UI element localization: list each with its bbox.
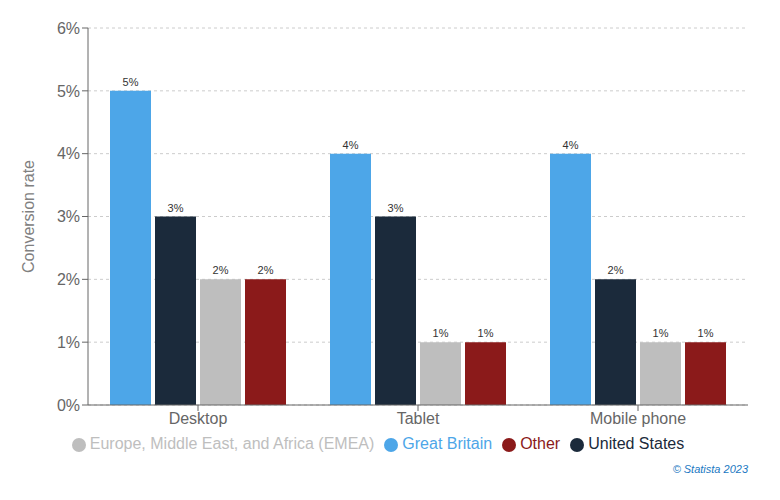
svg-text:6%: 6% [57,20,80,37]
svg-text:Desktop: Desktop [169,410,228,427]
svg-text:0%: 0% [57,397,80,414]
html-text:Great Britain: Great Britain [402,435,493,452]
svg-text:5%: 5% [57,83,80,100]
svg-text:1%: 1% [653,327,669,339]
svg-text:4%: 4% [57,145,80,162]
svg-text:1%: 1% [478,327,494,339]
svg-text:3%: 3% [168,202,184,214]
svg-text:1%: 1% [698,327,714,339]
svg-text:2%: 2% [213,264,229,276]
svg-text:2%: 2% [258,264,274,276]
html-text:© Statista 2023: © Statista 2023 [672,463,748,475]
svg-text:Conversion rate: Conversion rate [20,160,37,273]
svg-text:2%: 2% [608,264,624,276]
svg-text:3%: 3% [388,202,404,214]
svg-text:2%: 2% [57,271,80,288]
html-text:Europe, Middle East, and Afric: Europe, Middle East, and Africa (EMEA) [89,435,375,452]
html-text:Other: Other [520,435,561,452]
svg-text:1%: 1% [57,334,80,351]
svg-text:3%: 3% [57,208,80,225]
svg-text:Tablet: Tablet [397,410,440,427]
html-text:United States: United States [588,435,685,452]
svg-text:4%: 4% [343,139,359,151]
svg-text:Mobile phone: Mobile phone [590,410,686,427]
svg-text:5%: 5% [123,76,139,88]
svg-text:1%: 1% [433,327,449,339]
svg-text:4%: 4% [563,139,579,151]
